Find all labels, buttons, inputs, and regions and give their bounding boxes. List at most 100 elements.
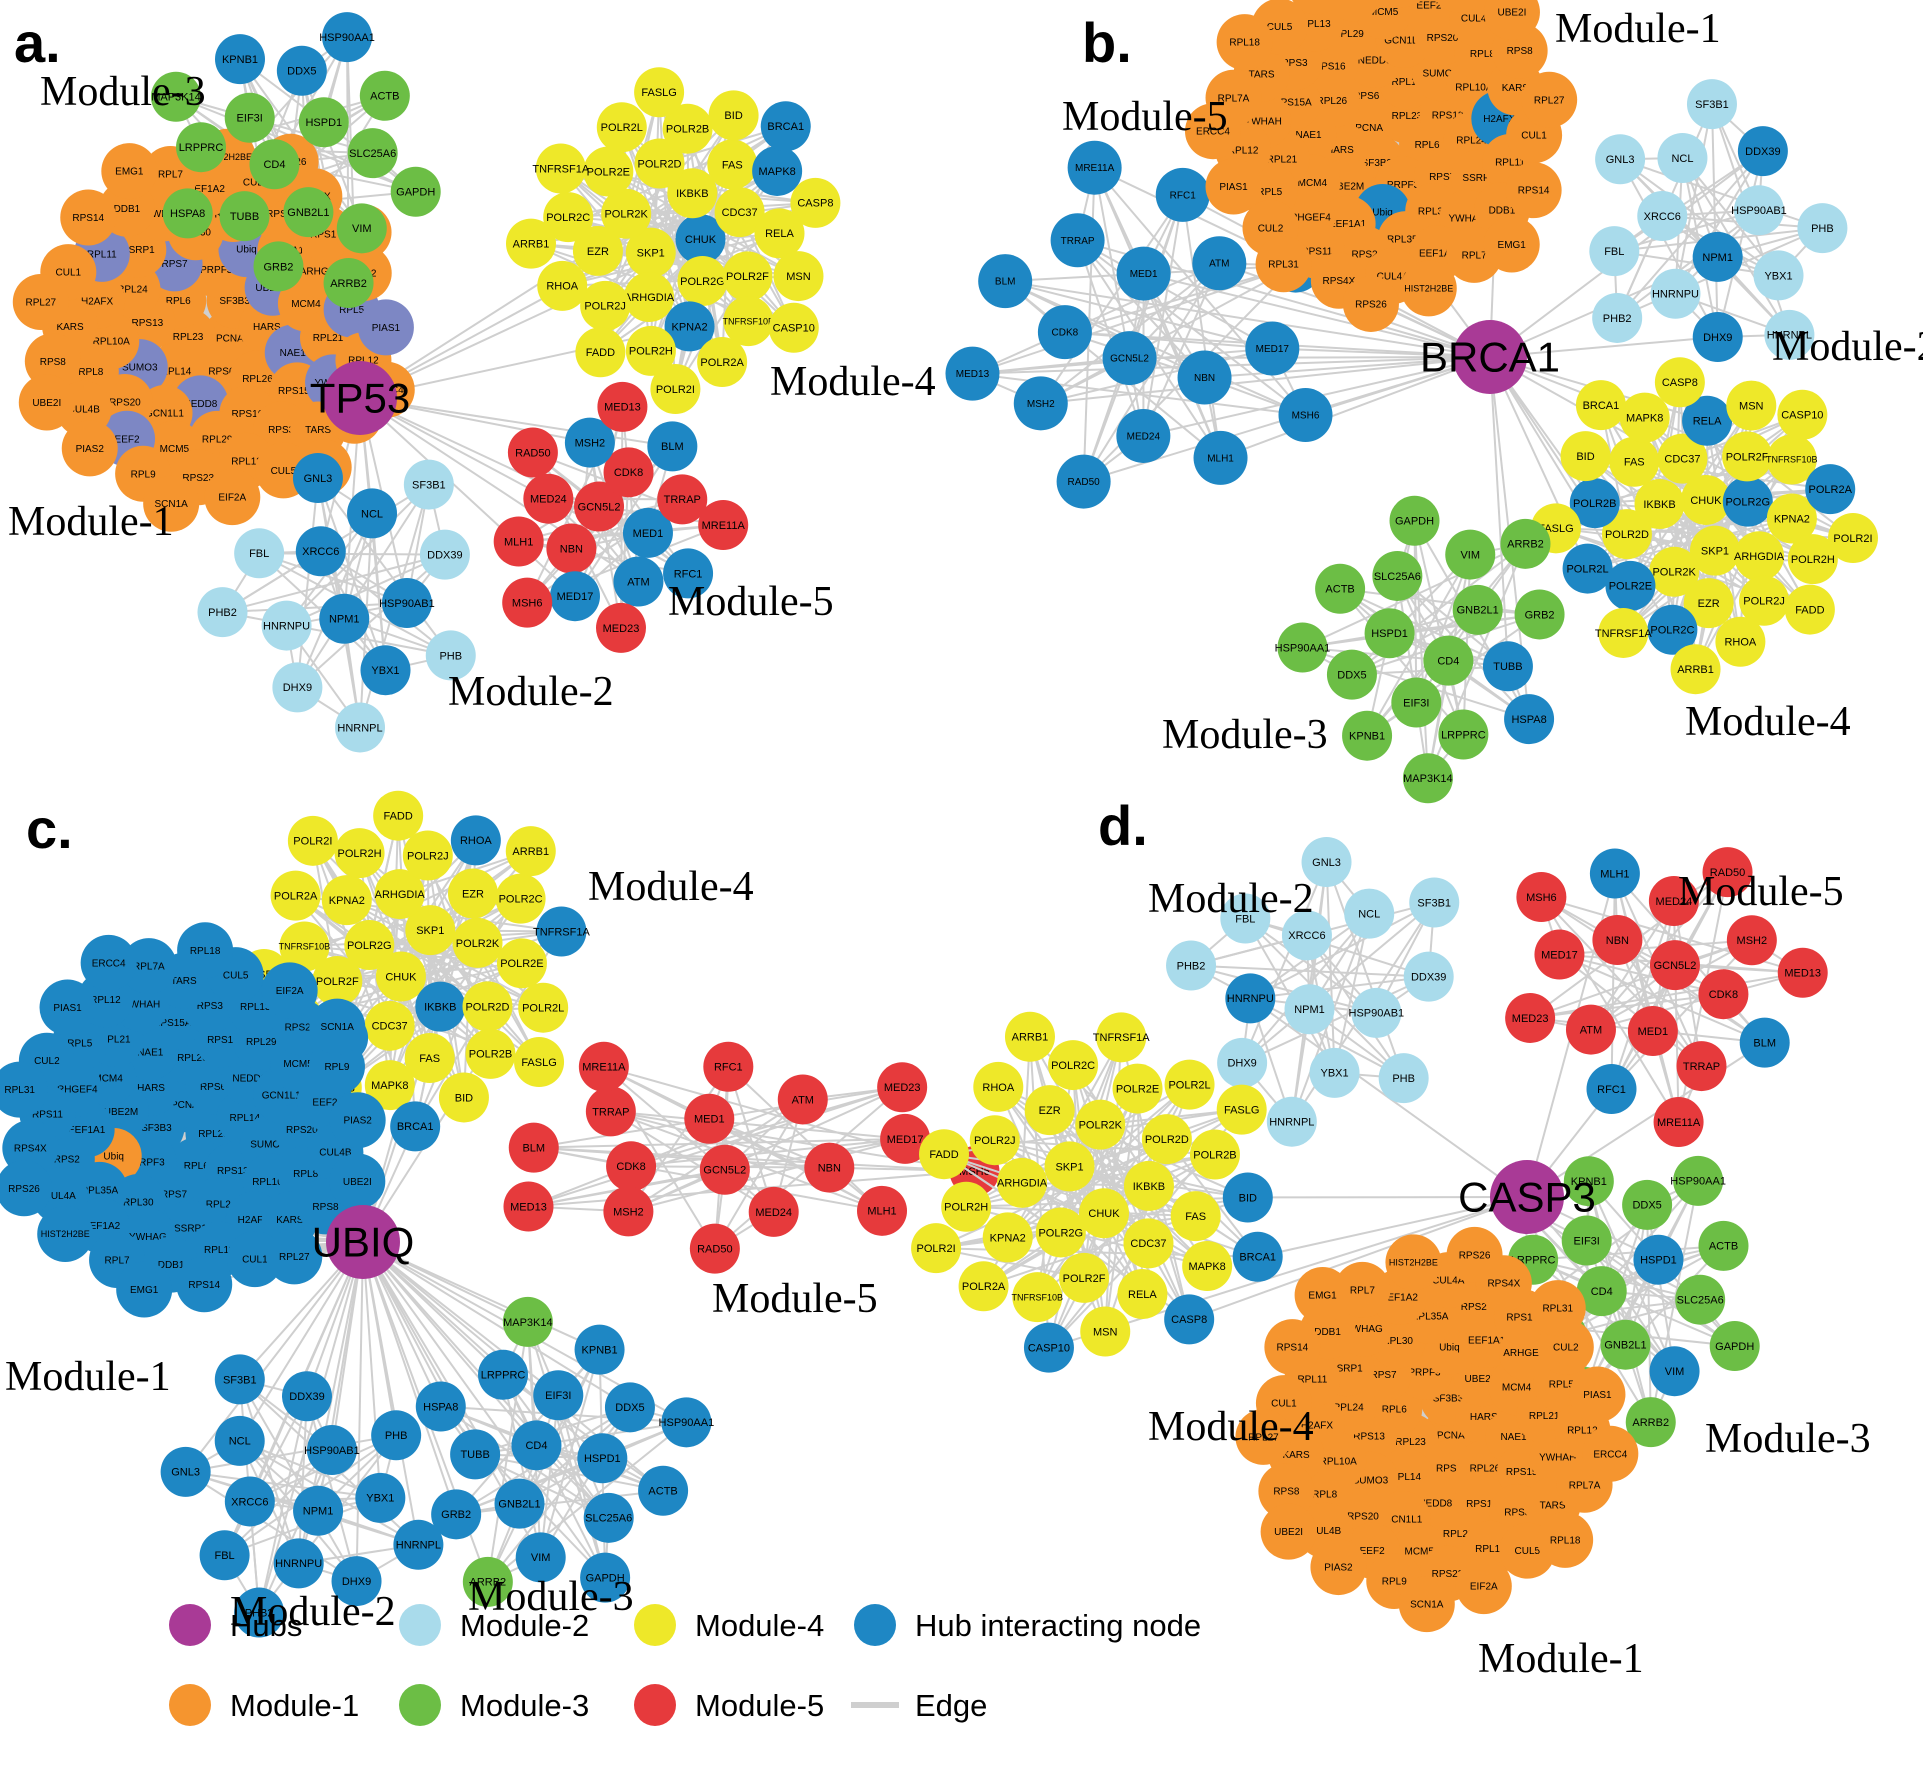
node-label: RPS14 — [1277, 1343, 1309, 1354]
node-POLR2L — [596, 102, 647, 153]
node-label: NAE1 — [280, 348, 307, 359]
nodes-layer-b: GCN5L2 MED1 NBN CDK8 ATM MED24 TRRAP MED17 MSH2 R… — [945, 0, 1878, 804]
node-GAPDH — [1709, 1321, 1760, 1372]
node-label: POLR2K — [1079, 1120, 1123, 1132]
node-KPNA2 — [982, 1212, 1033, 1263]
legend-label: Module-2 — [460, 1608, 589, 1643]
hub-UBIQ — [326, 1205, 400, 1279]
node-label: RPL26 — [1317, 96, 1348, 107]
node-MED24 — [523, 473, 574, 524]
node-EMG1 — [101, 143, 158, 200]
node-label: RPL7A — [133, 962, 165, 973]
node-label: RELA — [765, 228, 794, 240]
edge — [296, 553, 446, 689]
node-label: RPL14 — [161, 366, 192, 377]
node-label: RPL18 — [190, 946, 221, 957]
node-CD4 — [511, 1420, 562, 1471]
node-VIM — [1649, 1346, 1700, 1397]
node-label: CD4 — [263, 159, 285, 171]
node-label: PIAS2 — [76, 444, 105, 455]
node-EIF2A — [204, 469, 261, 526]
node-label: BLM — [995, 277, 1016, 288]
node-label: POLR2D — [637, 158, 681, 170]
node-label: RPS6 — [208, 367, 235, 378]
node-label: RPL7A — [1569, 1480, 1601, 1491]
node-FADD — [575, 327, 626, 378]
edge — [1587, 1180, 1676, 1372]
edge — [1366, 554, 1472, 737]
node-PIAS2 — [329, 1092, 386, 1149]
legend-swatch-module-1 — [169, 1684, 211, 1726]
node-label: CASP10 — [1028, 1343, 1070, 1355]
node-label: CUL4B — [1461, 14, 1494, 25]
node-label: SF3B3 — [219, 296, 250, 307]
node-label: RPL27 — [279, 1252, 310, 1263]
node-label: PIAS1 — [1219, 182, 1248, 193]
node-RPS14 — [1264, 1319, 1321, 1376]
legend-label: Module-3 — [460, 1688, 589, 1723]
node-label: SF3B3 — [141, 1123, 172, 1134]
hub-edge — [362, 1241, 458, 1515]
node-POLR2J — [1739, 575, 1790, 626]
node-label: CHUK — [1690, 495, 1722, 507]
node-label: KPNA2 — [990, 1232, 1026, 1244]
node-POLR2C — [1647, 604, 1698, 655]
node-label: FBL — [249, 548, 269, 560]
node-label: RPL23 — [173, 332, 204, 343]
node-label: POLR2I — [1833, 533, 1872, 545]
node-label: TNFRSF10B — [279, 942, 331, 952]
node-label: RHOA — [982, 1082, 1014, 1094]
hub-edge — [362, 1241, 600, 1351]
node-label: SLC25A6 — [585, 1513, 632, 1525]
edge — [533, 1146, 975, 1173]
node-label: CUL4B — [1309, 1526, 1342, 1537]
node-label: POLR2D — [1145, 1134, 1189, 1146]
node-CASP10 — [768, 302, 819, 353]
node-POLR2D — [634, 138, 685, 189]
legend-label: Edge — [915, 1688, 987, 1723]
node-label: VIM — [1460, 549, 1480, 561]
node-RPS14 — [60, 189, 117, 246]
legend-swatch-module-4 — [634, 1604, 676, 1646]
edge — [296, 477, 319, 688]
node-label: POLR2B — [666, 124, 709, 136]
node-label: SKP1 — [1701, 546, 1729, 558]
edge — [456, 1489, 664, 1516]
node-label: RPL30 — [123, 1197, 154, 1208]
node-label: MSH6 — [1292, 411, 1320, 422]
hub-label: UBIQ — [312, 1219, 415, 1266]
node-label: RPL18 — [1550, 1535, 1581, 1546]
node-label: POLR2H — [1791, 554, 1835, 566]
hub-edge — [362, 1241, 420, 1545]
node-GCN5L2 — [1649, 940, 1700, 991]
node-label: SUMO3 — [1353, 1475, 1389, 1486]
node-KPNB1 — [574, 1324, 625, 1375]
node-label: RPS3 — [1281, 58, 1308, 69]
node-ACTB — [1698, 1220, 1749, 1271]
node-HSPA8 — [1504, 694, 1555, 745]
node-label: MED1 — [633, 528, 664, 540]
node-label: RPS7 — [161, 1190, 188, 1201]
node-label: HNRNPL — [1767, 330, 1812, 342]
node-label: UBE2I — [1274, 1527, 1303, 1538]
node-label: RFC1 — [1170, 190, 1197, 201]
node-label: POLR2I — [293, 836, 332, 848]
hub-edge — [1257, 1196, 1528, 1258]
module-label: Module-4 — [770, 359, 936, 405]
node-SF3B1 — [1686, 79, 1737, 130]
node-label: ARHGDIA — [997, 1178, 1048, 1190]
node-label: EEF2 — [312, 1098, 337, 1109]
node-label: PRPF3 — [1408, 1368, 1441, 1379]
node-label: UBE2M — [1330, 181, 1364, 192]
node-label: YWHAG — [1345, 1324, 1383, 1335]
node-POLR2K — [1075, 1099, 1126, 1150]
node-RELA — [1117, 1269, 1168, 1320]
node-ATM — [1192, 236, 1247, 291]
node-label: RPL6 — [1382, 1405, 1407, 1416]
node-label: FASLG — [521, 1057, 556, 1069]
node-GNL3 — [1595, 134, 1646, 185]
node-label: SCN1A — [1410, 1600, 1444, 1611]
node-label: ARHGDIA — [1734, 551, 1785, 563]
node-label: YBX1 — [366, 1493, 394, 1505]
node-label: POLR2K — [1652, 567, 1696, 579]
